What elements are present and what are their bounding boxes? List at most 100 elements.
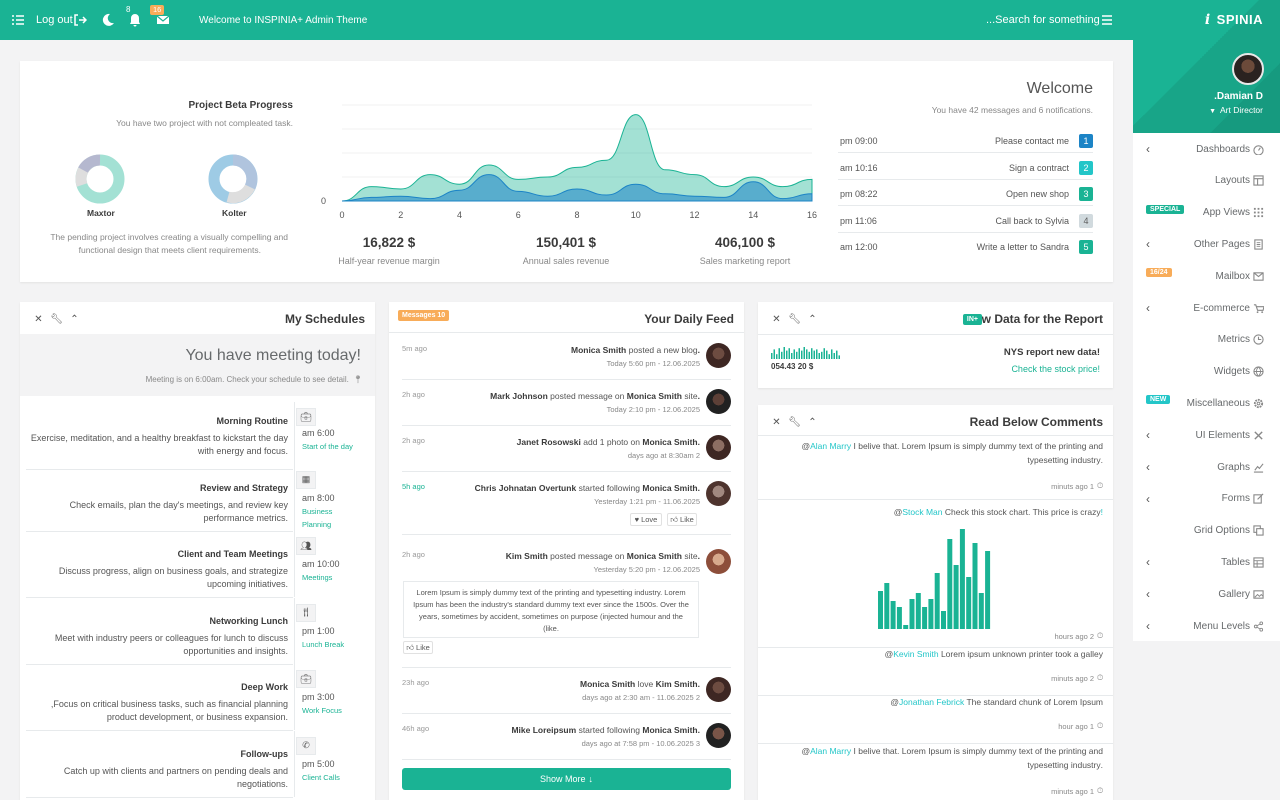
avatar[interactable] bbox=[706, 389, 731, 414]
wrench-icon[interactable]: 🔧︎ bbox=[788, 417, 801, 428]
task-text[interactable]: Open new shop bbox=[1005, 189, 1069, 199]
moon-icon[interactable] bbox=[100, 0, 116, 40]
schedule-item[interactable]: Deep Work Focus on critical business task… bbox=[20, 664, 375, 731]
comment-author[interactable]: Jonathan Febrick bbox=[899, 697, 965, 707]
task-text[interactable]: Sign a contract bbox=[1008, 162, 1069, 173]
schedule-item[interactable]: Review and Strategy Check emails, plan th… bbox=[20, 464, 375, 532]
schedule-item[interactable]: Networking Lunch Meet with industry peers… bbox=[20, 597, 375, 665]
wrench-icon[interactable]: 🔧︎ bbox=[50, 314, 63, 325]
close-icon[interactable]: ✕ bbox=[34, 314, 43, 325]
chevron-up-icon[interactable]: ⌃ bbox=[808, 314, 817, 325]
list-icon[interactable] bbox=[10, 0, 26, 40]
schedule-item[interactable]: Follow-ups Catch up with clients and part… bbox=[20, 730, 375, 798]
envelope-icon[interactable] bbox=[155, 0, 171, 40]
schedule-tag[interactable]: Client Calls bbox=[302, 772, 340, 782]
feed-author[interactable]: .Kim Smith bbox=[505, 551, 700, 561]
sidebar-item-widgets[interactable]: Widgets bbox=[1133, 356, 1280, 388]
task-time: pm 09:00 bbox=[840, 136, 878, 146]
chevron-up-icon[interactable]: ⌃ bbox=[70, 314, 79, 325]
thumbs-up-icon: 👍︎ bbox=[670, 514, 679, 524]
search-input[interactable]: ...Search for something bbox=[986, 14, 1100, 26]
avatar[interactable] bbox=[706, 343, 731, 368]
task-time: pm 11:06 bbox=[840, 215, 877, 226]
like-button[interactable]: Like 👍︎ bbox=[403, 641, 433, 654]
sidebar-item-tables[interactable]: ‹ Tables bbox=[1133, 546, 1280, 578]
comment-author[interactable]: !Stock Man bbox=[902, 507, 1103, 517]
schedule-tag[interactable]: Start of the day bbox=[302, 442, 353, 451]
schedule-tag[interactable]: Meetings bbox=[302, 573, 333, 582]
sidebar-item-gallery[interactable]: ‹ Gallery bbox=[1133, 578, 1280, 610]
feed-text: .Kim Smith posted message on Monica Smit… bbox=[506, 551, 700, 561]
schedule-tag[interactable]: Lunch Break bbox=[302, 639, 345, 649]
sparkline-bar bbox=[798, 348, 800, 359]
feed-author[interactable]: .Chris Johnatan Overtunk bbox=[474, 483, 700, 493]
feed-author[interactable]: .Mike Loreipsum bbox=[511, 725, 700, 735]
sidebar-item-forms[interactable]: ‹ Forms bbox=[1133, 483, 1280, 515]
sidebar-item-dashboards[interactable]: ‹ Dashboards bbox=[1133, 133, 1280, 165]
feed-target[interactable]: Monica Smith bbox=[626, 551, 683, 561]
sidebar-item-label: UI Elements bbox=[1195, 429, 1250, 441]
close-icon[interactable]: ✕ bbox=[772, 417, 781, 428]
bell-icon[interactable] bbox=[127, 0, 143, 40]
close-icon[interactable]: ✕ bbox=[772, 314, 781, 325]
schedule-item[interactable]: Client and Team Meetings Discuss progress… bbox=[20, 531, 375, 598]
schedule-tag[interactable]: Work Focus bbox=[302, 706, 342, 715]
sidebar-item-grid-options[interactable]: Grid Options bbox=[1133, 515, 1280, 547]
task-text[interactable]: Write a letter to Sandra bbox=[976, 242, 1069, 252]
sidebar-item-layouts[interactable]: Layouts bbox=[1133, 165, 1280, 197]
logout-link[interactable]: Log out bbox=[36, 14, 73, 26]
task-text[interactable]: Call back to Sylvia bbox=[995, 215, 1069, 226]
comment-author[interactable]: Alan Marry bbox=[810, 441, 852, 451]
wrench-icon[interactable]: 🔧︎ bbox=[788, 314, 801, 325]
sidebar: ‹ Dashboards Layouts SPECIAL App Views ‹ Other… bbox=[1133, 133, 1280, 641]
sidebar-item-label: Metrics bbox=[1217, 334, 1250, 346]
feed-target[interactable]: Monica Smith bbox=[642, 725, 698, 735]
user-name[interactable]: .Damian D bbox=[1214, 91, 1263, 102]
sidebar-item-miscellaneous[interactable]: NEW Miscellaneous bbox=[1133, 387, 1280, 419]
feed-author[interactable]: .Monica Smith bbox=[570, 345, 700, 355]
feed-target[interactable]: Monica Smith bbox=[626, 391, 683, 401]
feed-author[interactable]: .Monica Smith bbox=[579, 679, 700, 689]
chevron-up-icon[interactable]: ⌃ bbox=[808, 417, 817, 428]
feed-author[interactable]: .Mark Johnson bbox=[490, 391, 700, 401]
project-subtitle: .You have two project with not compleate… bbox=[116, 118, 293, 128]
chevron-left-icon: ‹ bbox=[1146, 142, 1150, 156]
sidebar-item-other-pages[interactable]: ‹ Other Pages bbox=[1133, 228, 1280, 260]
schedule-description-2: .performance metrics bbox=[203, 512, 288, 523]
menu-icon[interactable] bbox=[1099, 0, 1115, 40]
feed-target[interactable]: Monica Smith bbox=[642, 437, 698, 447]
schedule-item[interactable]: Morning Routine Exercise, meditation, and… bbox=[20, 398, 375, 470]
like-button[interactable]: Like 👍︎ bbox=[667, 513, 697, 526]
feed-author[interactable]: .Janet Rosowski bbox=[516, 437, 700, 447]
task-text[interactable]: Please contact me bbox=[994, 136, 1069, 146]
sidebar-item-e-commerce[interactable]: ‹ E-commerce bbox=[1133, 292, 1280, 324]
comment-author[interactable]: Kevin Smith bbox=[893, 649, 939, 659]
sidebar-item-graphs[interactable]: ‹ Graphs bbox=[1133, 451, 1280, 483]
comment-author[interactable]: Alan Marry bbox=[810, 746, 852, 756]
sidebar-item-metrics[interactable]: Metrics bbox=[1133, 324, 1280, 356]
sidebar-item-menu-levels[interactable]: ‹ Menu Levels bbox=[1133, 610, 1280, 642]
feed-target[interactable]: Kim Smith bbox=[655, 679, 698, 689]
sign-out-icon[interactable] bbox=[72, 0, 88, 40]
sidebar-item-ui-elements[interactable]: ‹ UI Elements bbox=[1133, 419, 1280, 451]
brand-logo[interactable]: i SPINIA bbox=[1205, 12, 1263, 28]
sparkline-bar bbox=[788, 348, 790, 359]
layout-icon bbox=[1253, 175, 1264, 186]
schedule-tag[interactable]: Business bbox=[302, 506, 333, 516]
x-tick-label: 14 bbox=[748, 210, 758, 220]
avatar[interactable] bbox=[706, 549, 731, 574]
schedule-tag[interactable]: Planning bbox=[302, 519, 332, 529]
show-more-button[interactable]: ↓ Show More bbox=[402, 768, 731, 790]
love-button[interactable]: Love ♥ bbox=[630, 513, 662, 526]
sidebar-item-app-views[interactable]: SPECIAL App Views bbox=[1133, 197, 1280, 229]
comment-time: 🕓︎ hour ago 1 bbox=[1058, 721, 1103, 731]
stock-price-link[interactable]: !Check the stock price bbox=[1011, 364, 1100, 374]
user-role[interactable]: ▼ Art Director bbox=[1209, 105, 1263, 115]
sidebar-item-mailbox[interactable]: 16/24 Mailbox bbox=[1133, 260, 1280, 292]
feed-target[interactable]: Monica Smith bbox=[642, 483, 698, 493]
avatar[interactable] bbox=[706, 481, 731, 506]
avatar[interactable] bbox=[706, 435, 731, 460]
avatar[interactable] bbox=[1232, 53, 1264, 85]
avatar[interactable] bbox=[706, 677, 731, 702]
avatar[interactable] bbox=[706, 723, 731, 748]
